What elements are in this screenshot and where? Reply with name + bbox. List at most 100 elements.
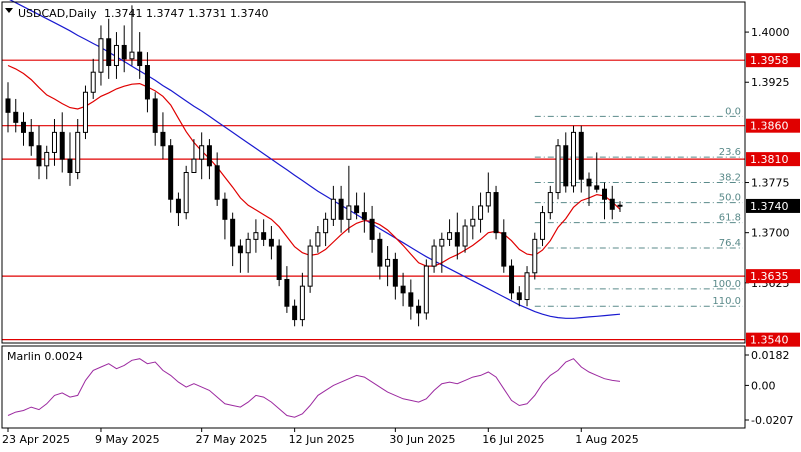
candle[interactable] [377,232,383,280]
candle[interactable] [385,246,391,287]
candle-body-down [493,192,499,234]
candle[interactable] [67,132,73,186]
candle-body-up [385,258,391,267]
candle[interactable] [20,112,26,146]
candle-body-down [408,292,414,307]
candle-body-up [90,71,96,93]
candle-body-down [284,278,290,307]
candle[interactable] [307,239,313,293]
candle[interactable] [369,205,375,253]
candle[interactable] [361,192,367,233]
candle[interactable] [439,232,445,273]
candle[interactable] [354,192,360,220]
candle[interactable] [392,252,398,300]
candle[interactable] [547,185,553,220]
candle[interactable] [540,205,546,247]
candle-body-up [323,218,329,234]
candle[interactable] [137,32,143,79]
candle[interactable] [59,112,65,173]
candle[interactable] [51,119,57,166]
fibonacci-level-label: 100.0 [712,279,741,290]
candle[interactable] [330,185,336,226]
candle[interactable] [501,219,507,273]
ohlc-readout: 1.3741 1.3747 1.3731 1.3740 [104,7,268,20]
candle[interactable] [5,82,11,133]
candle[interactable] [206,139,212,180]
candle[interactable] [315,225,321,253]
candle[interactable] [299,272,305,327]
candle-body-down [230,218,236,247]
candle[interactable] [106,18,112,79]
candle[interactable] [276,239,282,287]
candle[interactable] [609,185,615,220]
candle[interactable] [400,272,406,307]
candle[interactable] [454,212,460,260]
candle[interactable] [571,125,577,193]
candle[interactable] [416,299,422,327]
candle[interactable] [292,299,298,327]
candle[interactable] [563,132,569,193]
candle[interactable] [36,125,42,180]
candle-body-up [346,205,352,220]
candle[interactable] [160,112,166,160]
candle-body-down [206,145,212,167]
candle[interactable] [284,266,290,313]
candle[interactable] [423,259,429,320]
level-price-tag [746,53,800,68]
candle[interactable] [462,219,468,253]
candle[interactable] [191,139,197,174]
chart-menu-triangle-icon[interactable] [5,8,13,13]
candle[interactable] [578,125,584,193]
candle[interactable] [617,201,623,212]
candle[interactable] [237,239,243,273]
candle[interactable] [245,232,251,273]
candle[interactable] [261,219,267,247]
candle[interactable] [524,266,530,307]
candle[interactable] [168,139,174,213]
candle[interactable] [594,152,600,193]
candle[interactable] [338,185,344,233]
candle[interactable] [493,185,499,240]
candle[interactable] [447,219,453,247]
candle[interactable] [129,5,135,66]
candle-body-down [354,205,360,214]
candle[interactable] [516,286,522,307]
candle[interactable] [555,139,561,200]
time-tick-label: 16 Jul 2025 [482,433,544,446]
candle[interactable] [602,182,608,220]
candle[interactable] [222,192,228,240]
candle[interactable] [431,239,437,273]
candle[interactable] [199,132,205,180]
candle[interactable] [144,52,150,113]
candle[interactable] [478,192,484,233]
candle[interactable] [90,58,96,99]
candle[interactable] [230,212,236,267]
candle[interactable] [346,165,352,233]
candle[interactable] [470,205,476,240]
candle[interactable] [268,225,274,260]
candle[interactable] [44,145,50,180]
candle[interactable] [183,165,189,220]
candle[interactable] [214,152,220,206]
candle[interactable] [253,219,259,253]
candle[interactable] [532,232,538,280]
candle-body-down [222,198,228,220]
candle[interactable] [121,25,127,73]
candle[interactable] [586,172,592,206]
candle[interactable] [408,279,414,320]
candle[interactable] [152,92,158,146]
candle[interactable] [323,212,329,247]
candle[interactable] [75,119,81,180]
current-price-tag-label: 1.3740 [750,200,789,213]
candle[interactable] [509,259,515,300]
candle-body-down [121,44,127,60]
candle[interactable] [13,98,19,133]
candle[interactable] [175,192,181,226]
candle[interactable] [485,172,491,213]
candle-body-up [532,238,538,274]
candle[interactable] [28,119,34,156]
candle[interactable] [98,25,104,86]
candle[interactable] [82,85,88,140]
candle[interactable] [113,32,119,79]
